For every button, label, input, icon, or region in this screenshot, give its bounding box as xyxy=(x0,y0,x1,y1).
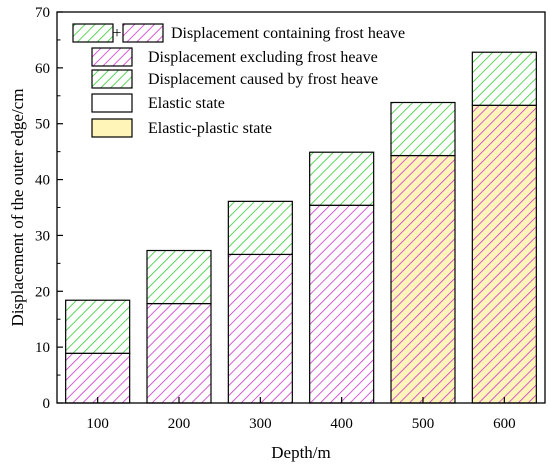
y-tick-label: 30 xyxy=(35,228,50,244)
x-tick-label: 400 xyxy=(330,416,353,432)
axes-layer: 0 10 20 30 40 50 60 70 100 200 300 400 500 600 Depth/m… xyxy=(8,5,546,462)
legend-label: Displacement excluding frost heave xyxy=(148,49,378,66)
x-tick-label: 600 xyxy=(493,416,516,432)
y-tick-label: 70 xyxy=(35,5,50,21)
x-tick-label: 300 xyxy=(249,416,272,432)
y-tick-label: 60 xyxy=(35,61,50,77)
legend-plus: + xyxy=(112,25,121,42)
bars-layer xyxy=(65,51,537,404)
y-tick-label: 50 xyxy=(35,117,50,133)
legend-label: Displacement containing frost heave xyxy=(171,25,405,42)
y-tick-label: 40 xyxy=(35,173,50,189)
bar-frost-heave-200 xyxy=(146,249,212,305)
x-tick-label: 500 xyxy=(412,416,435,432)
legend-swatch xyxy=(91,93,133,113)
y-tick-label: 0 xyxy=(43,396,51,412)
legend-swatch xyxy=(91,47,133,67)
bar-excluding-frost-heave-400 xyxy=(309,204,375,404)
legend-item-elastic-plastic: Elastic-plastic state xyxy=(91,118,272,138)
bar-excluding-frost-heave-300 xyxy=(227,253,293,404)
bar-frost-heave-300 xyxy=(227,200,293,256)
y-axis-title: Displacement of the outer edge/cm xyxy=(8,89,27,327)
legend-swatch xyxy=(91,69,133,89)
legend-swatch xyxy=(91,118,133,138)
legend-item-elastic: Elastic state xyxy=(91,93,225,113)
bar-excluding-frost-heave-500 xyxy=(390,154,456,404)
legend-swatch-excluding xyxy=(122,23,164,43)
y-tick-label: 10 xyxy=(35,340,50,356)
x-axis-title: Depth/m xyxy=(271,443,331,462)
legend-item-excl: Displacement excluding frost heave xyxy=(91,47,378,67)
bar-frost-heave-500 xyxy=(390,101,456,157)
x-tick-label: 200 xyxy=(168,416,191,432)
bar-excluding-frost-heave-200 xyxy=(146,302,212,404)
legend-label: Elastic-plastic state xyxy=(148,120,272,137)
bar-frost-heave-600 xyxy=(471,51,537,106)
legend-item-combined: + Displacement containing frost heave xyxy=(72,23,405,43)
bar-excluding-frost-heave-600 xyxy=(471,104,537,404)
bar-frost-heave-100 xyxy=(65,299,131,354)
bar-excluding-frost-heave-100 xyxy=(65,352,131,404)
y-tick-label: 20 xyxy=(35,284,50,300)
bar-frost-heave-400 xyxy=(309,151,375,206)
x-tick-label: 100 xyxy=(86,416,109,432)
legend-swatch-frost xyxy=(72,23,114,43)
legend-label: Elastic state xyxy=(148,95,225,112)
legend-item-frost: Displacement caused by frost heave xyxy=(91,69,378,89)
legend-label: Displacement caused by frost heave xyxy=(148,71,378,88)
legend: + Displacement containing frost heave Disp… xyxy=(72,23,405,138)
